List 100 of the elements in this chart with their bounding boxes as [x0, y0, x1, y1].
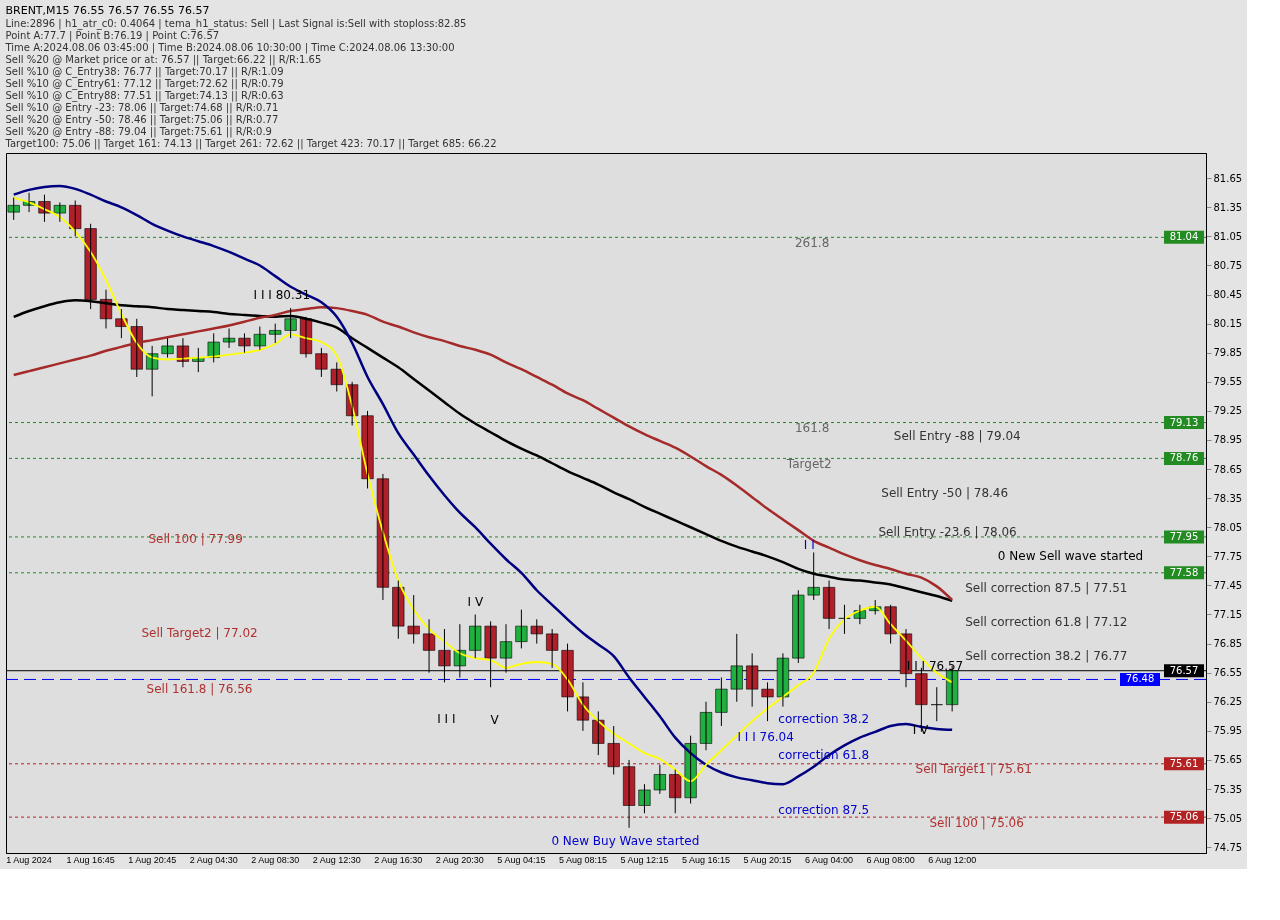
candlestick [469, 614, 482, 659]
text: Line:2896 | h1_atr_c0: 0.4064 | tema_h1_status: Sell | Last Signal is:Sell with stoploss:82.85 [5, 18, 467, 29]
annotation: Sell Entry -23.6 | 78.06 [878, 525, 1017, 540]
y-tick-label: 79.85 [1213, 347, 1243, 359]
candlestick [530, 618, 543, 645]
y-tick-label: 75.35 [1213, 783, 1243, 795]
y-tick-label: 78.95 [1213, 434, 1243, 446]
annotation: Sell 100 | 77.99 [148, 531, 243, 546]
annotation: Sell Target2 | 77.02 [141, 625, 258, 640]
y-tick-label: 76.25 [1213, 696, 1243, 708]
candlestick [315, 347, 328, 378]
ref-line-label: 76.57 [1169, 664, 1199, 676]
candlestick [146, 345, 159, 397]
annotation: Sell correction 61.8 | 77.12 [965, 615, 1128, 630]
candlestick [69, 200, 82, 237]
y-tick-label: 77.45 [1213, 579, 1243, 591]
x-tick-label: 1 Aug 2024 [6, 854, 52, 865]
annotation: I I [803, 537, 815, 552]
ref-line-label: 76.48 [1125, 673, 1155, 685]
ref-line-label: 77.95 [1169, 530, 1199, 542]
ref-line-label: 77.58 [1169, 566, 1199, 578]
y-tick-label: 81.65 [1213, 172, 1243, 184]
x-tick-label: 6 Aug 12:00 [928, 854, 977, 865]
ref-line-label: 78.76 [1169, 452, 1199, 464]
candlestick [253, 326, 266, 351]
y-tick-label: 79.55 [1213, 376, 1243, 388]
y-tick-label: 81.05 [1213, 230, 1243, 242]
annotation: 0 New Buy Wave started [551, 834, 700, 849]
x-tick-label: 6 Aug 04:00 [805, 854, 854, 865]
candlestick [715, 677, 728, 727]
x-tick-label: 2 Aug 20:30 [435, 854, 484, 865]
candlestick [838, 604, 851, 635]
annotation: Sell correction 38.2 | 76.77 [965, 649, 1128, 664]
x-tick-label: 2 Aug 16:30 [374, 854, 423, 865]
annotation: Target2 [785, 456, 832, 471]
candlestick [207, 332, 220, 363]
x-tick-label: 5 Aug 08:15 [558, 854, 607, 865]
annotation: 161.8 [794, 420, 830, 435]
annotation: V [490, 713, 500, 728]
y-tick-label: 80.15 [1213, 318, 1243, 330]
candlestick [853, 604, 866, 625]
candlestick [284, 307, 297, 339]
annotation: I I I 76.04 [737, 729, 794, 744]
candlestick [330, 361, 343, 392]
y-tick-label: 76.85 [1213, 638, 1243, 650]
y-tick-label: 78.35 [1213, 492, 1243, 504]
x-tick-label: 2 Aug 12:30 [312, 854, 361, 865]
annotation: Sell Entry -50 | 78.46 [881, 486, 1009, 501]
annotation: correction 38.2 [778, 711, 870, 726]
annotation: I I I [437, 711, 456, 726]
x-tick-label: 1 Aug 16:45 [66, 854, 115, 865]
x-tick-label: 5 Aug 04:15 [497, 854, 546, 865]
annotation: I V [467, 594, 484, 609]
text: Sell %10 @ C_Entry38: 76.77 || Target:70.17 || R/R:1.09 [5, 66, 284, 77]
x-tick-label: 1 Aug 20:45 [128, 854, 177, 865]
candlestick [546, 628, 559, 669]
annotation: Sell 161.8 | 76.56 [146, 682, 253, 697]
y-tick-label: 80.45 [1213, 289, 1243, 301]
x-tick-label: 2 Aug 08:30 [251, 854, 300, 865]
y-tick-label: 77.75 [1213, 550, 1243, 562]
text: Sell %20 @ Entry -50: 78.46 || Target:75.06 || R/R:0.77 [5, 114, 279, 125]
candlestick [930, 686, 943, 722]
annotation: I I I 80.31 [253, 288, 311, 303]
annotation: I I I 76.57 [906, 658, 964, 673]
text: Target100: 75.06 || Target 161: 74.13 || Target 261: 72.62 || Target 423: 70.17 || Target 685: 66.22 [5, 138, 497, 149]
candlestick [161, 337, 174, 359]
y-tick-label: 76.55 [1213, 667, 1243, 679]
candlestick [653, 764, 666, 795]
x-tick-label: 6 Aug 08:00 [866, 854, 915, 865]
text: Sell %20 @ Market price or at: 76.57 || Target:66.22 || R/R:1.65 [5, 54, 322, 65]
y-tick-label: 75.05 [1213, 812, 1243, 824]
annotation: Sell Entry -88 | 79.04 [893, 429, 1021, 444]
candlestick [238, 332, 251, 354]
annotation: 261.8 [794, 235, 830, 250]
candlestick [223, 327, 236, 349]
y-tick-label: 78.05 [1213, 521, 1243, 533]
annotation: Sell 100 | 75.06 [929, 815, 1024, 830]
y-tick-label: 75.95 [1213, 725, 1243, 737]
candlestick [392, 580, 405, 640]
candlestick [115, 308, 128, 339]
candlestick [884, 604, 897, 645]
y-tick-label: 75.65 [1213, 754, 1243, 766]
candlestick [592, 710, 605, 756]
x-tick-label: 5 Aug 16:15 [681, 854, 731, 865]
y-tick-label: 78.65 [1213, 463, 1243, 475]
candlestick [761, 681, 774, 722]
ref-line-label: 75.61 [1169, 757, 1199, 769]
x-tick-label: 5 Aug 12:15 [620, 854, 669, 865]
text: Time A:2024.08.06 03:45:00 | Time B:2024.08.06 10:30:00 | Time C:2024.08.06 13:30:00 [5, 42, 455, 53]
text: Point A:77.7 | Point B:76.19 | Point C:76.57 [5, 30, 220, 41]
annotation: Sell correction 87.5 | 77.51 [965, 580, 1128, 595]
candlestick [53, 201, 66, 223]
text: Sell %20 @ Entry -88: 79.04 || Target:75.61 || R/R:0.9 [5, 126, 272, 137]
candlestick [361, 410, 374, 489]
annotation: 0 New Sell wave started [997, 549, 1144, 564]
text: Sell %10 @ C_Entry88: 77.51 || Target:74.13 || R/R:0.63 [5, 90, 284, 101]
annotation: correction 87.5 [778, 803, 870, 818]
text: Sell %10 @ C_Entry61: 77.12 || Target:72.62 || R/R:0.79 [5, 78, 284, 89]
annotation: Sell Target1 | 75.61 [915, 762, 1032, 777]
y-tick-label: 81.35 [1213, 201, 1243, 213]
